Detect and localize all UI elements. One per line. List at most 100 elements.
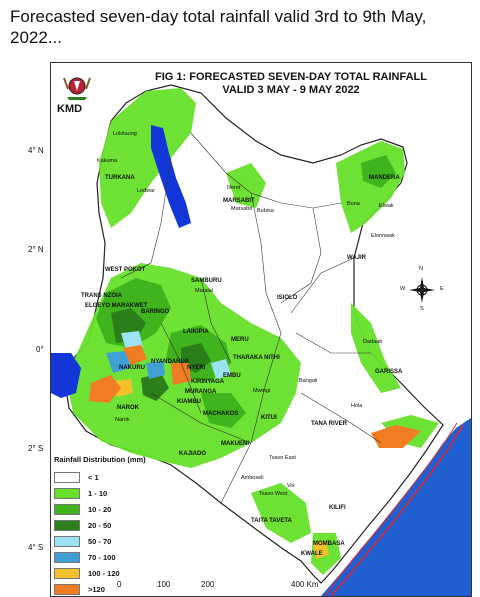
map-title: FIG 1: FORECASTED SEVEN-DAY TOTAL RAINFA…	[111, 71, 471, 97]
place-label: Kakuma	[97, 158, 118, 164]
place-label: MERU	[231, 337, 249, 343]
legend-label: 1 - 10	[88, 488, 108, 498]
place-label: MACHAKOS	[203, 411, 239, 417]
place-label: Tsavo East	[269, 455, 296, 461]
territorial-boundary-line	[330, 424, 464, 596]
legend-row: 20 - 50	[54, 517, 162, 533]
place-label: Mwingi	[253, 388, 271, 394]
legend-label: 10 - 20	[88, 504, 112, 514]
place-label: Tsavo West	[259, 491, 288, 497]
place-label: TANA RIVER	[311, 421, 347, 427]
place-label: TAITA TAVETA	[251, 518, 292, 524]
legend-label: < 1	[88, 472, 99, 482]
lat-label-4n: 4° N	[28, 146, 44, 155]
place-label: KAJIADO	[179, 451, 207, 457]
place-label: Marsabit	[231, 206, 253, 212]
rainfall-70-100	[106, 351, 165, 379]
post-title: Forecasted seven-day total rainfall vali…	[10, 7, 427, 47]
county-boundaries	[120, 132, 382, 504]
legend-swatch	[54, 535, 80, 547]
place-label: MAKUENI	[221, 441, 249, 447]
map-title-line1: FIG 1: FORECASTED SEVEN-DAY TOTAL RAINFA…	[155, 71, 427, 83]
place-label: NYERI	[187, 365, 206, 371]
place-label: Narok	[115, 417, 130, 423]
place-label: MANDERA	[369, 175, 400, 181]
legend-label: 100 - 120	[88, 568, 120, 578]
place-label: THARAKA NITHI	[233, 355, 280, 361]
legend-swatch	[54, 583, 80, 595]
territorial-boundary-line-inner	[324, 422, 458, 596]
place-label: LAIKIPIA	[183, 329, 209, 335]
place-label: ISIOLO	[277, 295, 298, 301]
place-label: MARSABIT	[223, 198, 255, 204]
legend-row: < 1	[54, 469, 162, 485]
legend-swatch	[54, 471, 80, 483]
place-label: Bangali	[299, 378, 318, 384]
place-label: WEST POKOT	[105, 267, 146, 273]
place-label: NAKURU	[119, 365, 145, 371]
place-label: TURKANA	[105, 175, 135, 181]
place-label: Elwak	[379, 203, 394, 209]
compass-w-label: W	[400, 286, 406, 292]
place-label: GARISSA	[375, 369, 403, 375]
kmd-logo	[57, 69, 97, 119]
legend-label: 20 - 50	[88, 520, 112, 530]
place-label: BARINGO	[141, 309, 170, 315]
place-label: MURANGA	[185, 389, 217, 395]
legend-title: Rainfall Distribution (mm)	[54, 455, 146, 464]
place-label: TRANS NZOIA	[81, 293, 122, 299]
compass-rose-icon	[409, 277, 435, 303]
scale-label: 100	[157, 580, 171, 589]
scale-label: 400 Km	[291, 580, 319, 589]
legend-swatch	[54, 487, 80, 499]
place-label: Elonnwak	[371, 233, 395, 239]
place-label: NYANDARUA	[151, 359, 190, 365]
place-label: NAROK	[117, 405, 139, 411]
place-label: Lokitaung	[113, 131, 137, 137]
place-label: Hola	[351, 403, 363, 409]
lat-label-0: 0°	[36, 345, 44, 354]
lake-turkana	[151, 125, 191, 228]
place-label: Bubisa	[257, 208, 274, 214]
compass-e-label: E	[440, 286, 444, 292]
kmd-agency-label: KMD	[57, 103, 83, 115]
legend-row: 70 - 100	[54, 549, 162, 565]
place-label: Dadaab	[363, 339, 383, 345]
place-label: Voi	[287, 483, 295, 489]
rainfall-100-120	[113, 379, 329, 559]
legend-swatch	[54, 567, 80, 579]
place-label: WAJIR	[347, 255, 367, 261]
legend-label: 70 - 100	[88, 552, 116, 562]
place-label: KIAMBU	[177, 399, 201, 405]
legend-row: 100 - 120	[54, 565, 162, 581]
place-label: KWALE	[301, 551, 323, 557]
place-label: ELGEYO MARAKWET	[85, 303, 148, 309]
rainfall-map: KMD FIG 1: FORECASTED SEVEN-DAY TOTAL RA…	[50, 62, 472, 597]
map-canvas	[51, 84, 471, 596]
place-label: KITUI	[261, 415, 277, 421]
legend-swatch	[54, 551, 80, 563]
legend-label: >120	[88, 584, 105, 594]
scale-label: 0	[117, 580, 122, 589]
legend-row: >120	[54, 581, 162, 596]
legend-row: 10 - 20	[54, 501, 162, 517]
compass-n-label: N	[419, 266, 423, 272]
legend-label: 50 - 70	[88, 536, 112, 546]
place-label: Lodwar	[137, 188, 156, 194]
scale-label: 200	[201, 580, 215, 589]
legend-swatch	[54, 503, 80, 515]
rainfall-legend: Rainfall Distribution (mm) < 1 1 - 10 10…	[54, 455, 162, 596]
compass-s-label: S	[420, 306, 424, 312]
map-title-line2: VALID 3 MAY - 9 MAY 2022	[222, 84, 360, 96]
place-label: Buna	[347, 201, 360, 207]
rainfall-over-120	[89, 345, 421, 448]
lat-label-2s: 2° S	[28, 444, 44, 453]
place-label: KIRINYAGA	[191, 379, 225, 385]
place-label: EMBU	[223, 373, 241, 379]
lat-label-4s: 4° S	[28, 543, 44, 552]
legend-row: 50 - 70	[54, 533, 162, 549]
place-label: KILIFI	[329, 505, 346, 511]
place-label: SAMBURU	[191, 278, 222, 284]
place-label: Illeret	[227, 185, 241, 191]
legend-row: 1 - 10	[54, 485, 162, 501]
